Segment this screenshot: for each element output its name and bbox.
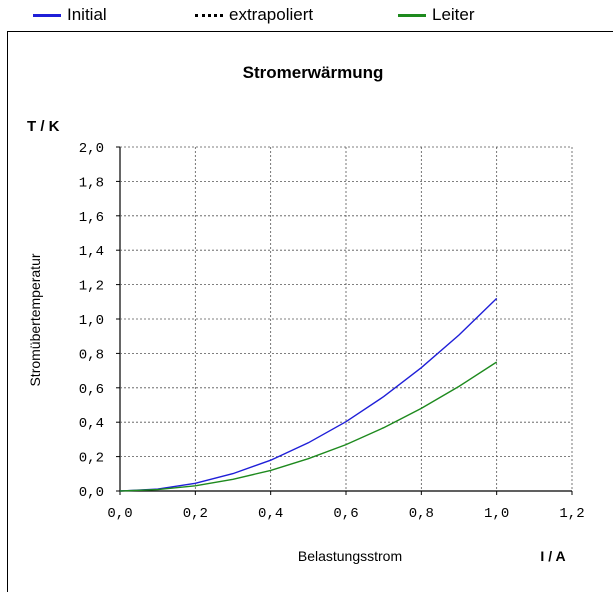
x-axis-label: Belastungsstrom xyxy=(298,548,402,564)
y-tick-label: 1,6 xyxy=(79,210,104,226)
y-unit-label: T / K xyxy=(27,118,60,135)
legend-line-extrapoliert xyxy=(195,13,223,17)
y-tick-label: 1,0 xyxy=(79,313,104,329)
y-tick-labels: 0,0 0,2 0,4 0,6 0,8 1,0 1,2 1,4 1,6 1,8 2,0 xyxy=(79,141,104,501)
y-tick-label: 0,2 xyxy=(79,451,104,467)
series-line-leiter xyxy=(119,361,498,492)
x-tick-label: 1,2 xyxy=(559,506,584,522)
chart-legend: Initial extrapoliert Leiter xyxy=(0,0,613,30)
legend-label-leiter: Leiter xyxy=(432,5,475,24)
y-tick-label: 1,8 xyxy=(79,175,104,191)
x-tick-label: 0,0 xyxy=(107,506,132,522)
legend-line-initial xyxy=(33,13,61,17)
x-tick-label: 0,2 xyxy=(183,506,208,522)
legend-item-extrapoliert: extrapoliert xyxy=(195,5,313,25)
legend-label-initial: Initial xyxy=(67,5,107,24)
y-axis-label: Stromübertemperatur xyxy=(27,253,43,386)
series-layer xyxy=(119,297,498,492)
x-tick-label: 1,0 xyxy=(484,506,509,522)
series-line-initial xyxy=(119,297,498,492)
grid-layer xyxy=(116,146,573,495)
legend-line-leiter xyxy=(398,13,426,17)
y-tick-label: 0,4 xyxy=(79,416,104,432)
x-unit-label: I / A xyxy=(540,548,565,564)
legend-item-leiter: Leiter xyxy=(398,5,475,25)
x-tick-labels: 0,0 0,2 0,4 0,6 0,8 1,0 1,2 xyxy=(107,506,584,522)
legend-label-extrapoliert: extrapoliert xyxy=(229,5,314,24)
y-tick-label: 0,8 xyxy=(79,347,104,363)
legend-item-initial: Initial xyxy=(33,5,107,25)
x-tick-label: 0,6 xyxy=(333,506,358,522)
x-tick-label: 0,8 xyxy=(409,506,434,522)
y-tick-label: 0,0 xyxy=(79,485,104,501)
x-tick-label: 0,4 xyxy=(258,506,283,522)
chart-panel xyxy=(7,31,613,592)
chart-title: Stromerwärmung xyxy=(243,63,384,82)
y-tick-label: 2,0 xyxy=(79,141,104,157)
y-tick-label: 1,2 xyxy=(79,279,104,295)
y-tick-label: 1,4 xyxy=(79,244,104,260)
y-tick-label: 0,6 xyxy=(79,382,104,398)
